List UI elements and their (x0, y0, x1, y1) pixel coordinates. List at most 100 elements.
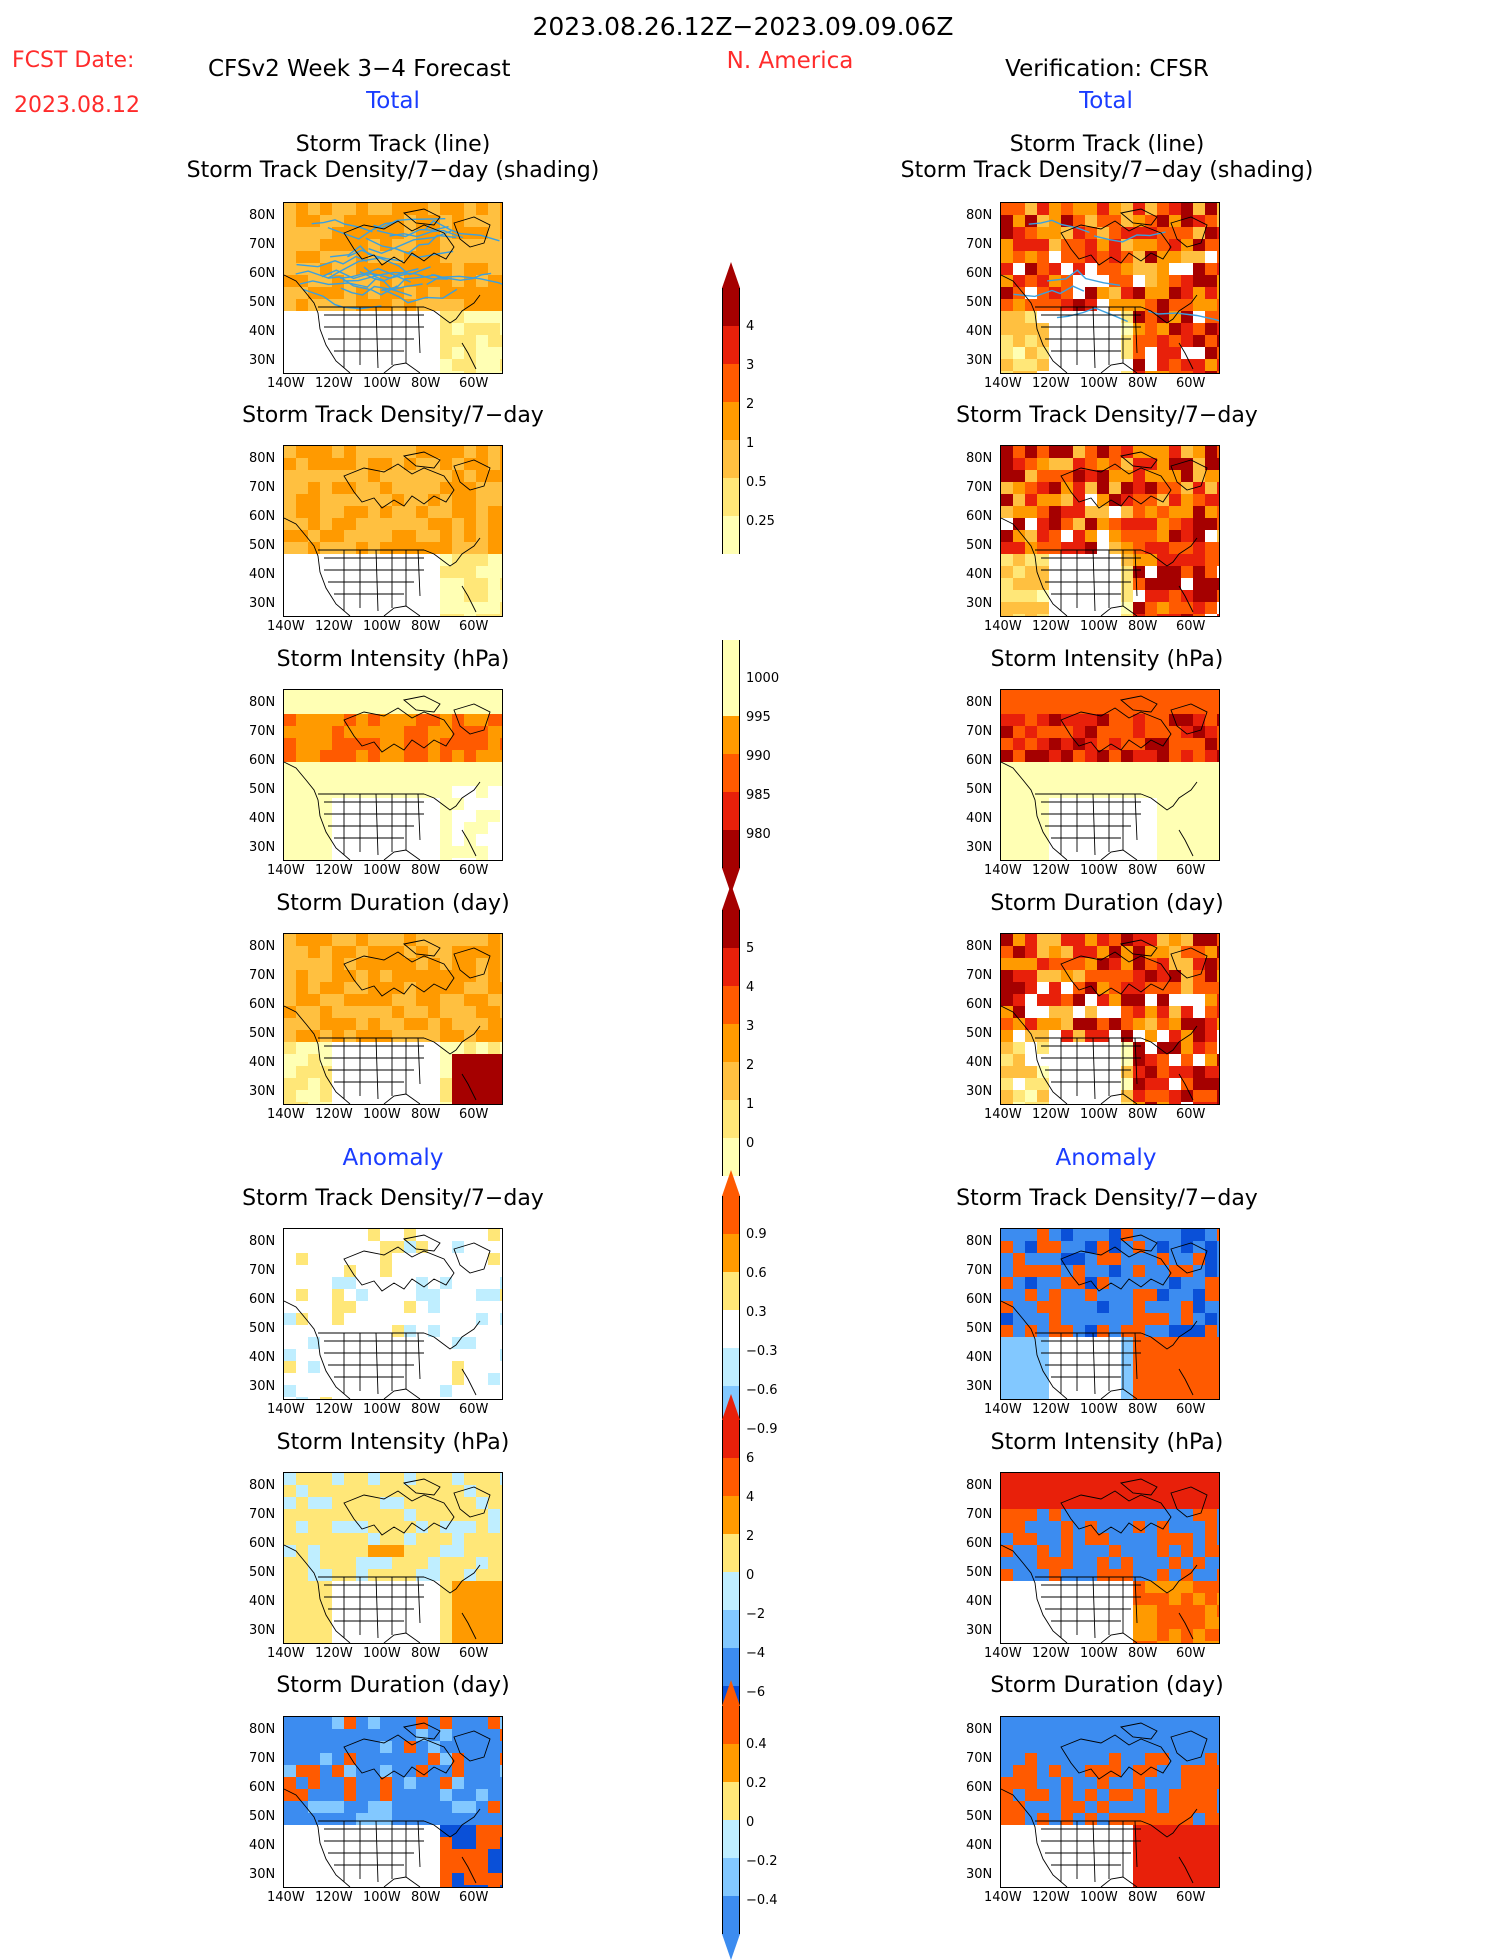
grid-cell (1169, 1349, 1181, 1361)
colorbar-segment (722, 986, 740, 1024)
grid-cell (488, 1641, 500, 1643)
grid-cell (464, 446, 476, 458)
grid-cell (1013, 1801, 1025, 1813)
grid-cell (1157, 1361, 1169, 1373)
grid-cell (1097, 726, 1109, 738)
grid-cell (320, 1485, 332, 1497)
colorbar-segment (722, 1496, 740, 1534)
grid-cell (284, 1777, 296, 1789)
grid-cell (296, 1521, 308, 1533)
state-borders (324, 1576, 424, 1639)
grid-cell (1181, 1042, 1193, 1054)
grid-cell (1097, 982, 1109, 994)
grid-cell (404, 1777, 416, 1789)
grid-cell (1169, 1801, 1181, 1813)
grid-cell (1049, 1801, 1061, 1813)
grid-cell (1049, 518, 1061, 530)
grid-cell (1097, 1509, 1109, 1521)
grid-cell (440, 566, 452, 578)
arctic-islands (1060, 451, 1208, 509)
grid-cell (440, 822, 452, 834)
lon-tick-label: 80W (1128, 619, 1158, 634)
grid-cell (1121, 566, 1133, 578)
grid-cell (1109, 1813, 1121, 1825)
grid-cell (1097, 1030, 1109, 1042)
grid-cell (1205, 1289, 1217, 1301)
grid-cell (332, 1533, 344, 1545)
grid-cell (1061, 1729, 1073, 1741)
grid-cell (464, 1006, 476, 1018)
grid-cell (392, 530, 404, 542)
grid-cell (1205, 1229, 1217, 1241)
grid-cell (380, 1545, 392, 1557)
grid-cell (464, 1765, 476, 1777)
grid-cell (1217, 1521, 1219, 1533)
grid-cell (500, 1885, 502, 1887)
grid-cell (356, 726, 368, 738)
grid-cell (428, 1729, 440, 1741)
grid-cell (1169, 934, 1181, 946)
grid-cell (1157, 1557, 1169, 1569)
grid-cell (284, 1497, 296, 1509)
grid-cell (1121, 482, 1133, 494)
grid-cell (1085, 726, 1097, 738)
grid-cell (1181, 1325, 1193, 1337)
grid-cell (356, 1801, 368, 1813)
grid-cell (368, 530, 380, 542)
grid-cell (488, 578, 500, 590)
grid-cell (1121, 1473, 1133, 1485)
grid-cell (1217, 1825, 1219, 1837)
grid-cell (1001, 1325, 1013, 1337)
grid-cell (284, 822, 296, 834)
grid-cell (1193, 1753, 1205, 1765)
grid-cell (380, 1557, 392, 1569)
grid-cell (416, 1485, 428, 1497)
grid-cell (356, 1765, 368, 1777)
grid-cell (1073, 458, 1085, 470)
grid-cell (488, 1090, 500, 1102)
grid-cell (1001, 554, 1013, 566)
grid-cell (296, 1066, 308, 1078)
grid-cell (1085, 786, 1097, 798)
grid-cell (476, 359, 488, 371)
grid-cell (368, 1509, 380, 1521)
grid-cell (1169, 494, 1181, 506)
grid-cell (428, 762, 440, 774)
grid-cell (356, 970, 368, 982)
grid-cell (308, 227, 320, 239)
grid-cell (488, 810, 500, 822)
lat-tick-label: 80N (249, 1722, 276, 1737)
grid-cell (320, 690, 332, 702)
grid-cell (440, 323, 452, 335)
grid-cell (428, 1301, 440, 1313)
grid-cell (1169, 1265, 1181, 1277)
grid-cell (1121, 1741, 1133, 1753)
grid-cell (344, 470, 356, 482)
grid-cell (488, 1885, 500, 1887)
grid-cell (476, 958, 488, 970)
grid-cell (452, 1006, 464, 1018)
grid-cell (332, 1801, 344, 1813)
grid-cell (476, 1473, 488, 1485)
grid-cell (1109, 1777, 1121, 1789)
grid-cell (284, 738, 296, 750)
grid-cell (332, 1030, 344, 1042)
grid-cell (428, 934, 440, 946)
grid-cell (1109, 982, 1121, 994)
grid-cell (368, 1569, 380, 1581)
grid-cell (452, 446, 464, 458)
grid-cell (1181, 762, 1193, 774)
grid-cell (500, 1837, 502, 1849)
grid-cell (1073, 726, 1085, 738)
lat-tick-label: 50N (249, 295, 276, 310)
grid-cell (1061, 1229, 1073, 1241)
lon-tick-label: 140W (267, 376, 305, 391)
grid-cell (1217, 347, 1219, 359)
coastline (1001, 761, 1198, 860)
grid-cell (296, 542, 308, 554)
grid-cell (1157, 834, 1169, 846)
grid-cell (500, 750, 502, 762)
grid-cell (1109, 714, 1121, 726)
grid-cell (1145, 1729, 1157, 1741)
grid-cell (1121, 1509, 1133, 1521)
